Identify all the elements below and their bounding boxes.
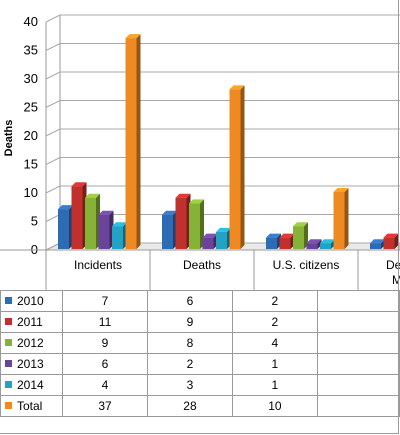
y-axis-ticks: 0510152025303540 [24,14,38,257]
bar [383,233,399,249]
table-row: 2013 6 2 1 [0,353,400,375]
table-cell: 2 [231,290,318,312]
bar [125,34,141,249]
table-cell: 1 [231,353,318,375]
bar [98,210,114,249]
grid-line [45,185,400,194]
legend-swatch [5,297,12,305]
y-tick-label: 30 [24,71,38,86]
series-name: Total [17,399,43,413]
category-label: De [386,258,400,272]
legend-swatch [5,360,12,368]
grid-line [45,43,400,51]
table-cell [316,332,400,354]
bar [266,233,281,249]
table-cell: 2 [231,311,318,333]
series-label: 2012 [0,332,64,354]
category-labels: Incidents Deaths U.S. citizens DeM [0,249,400,290]
bar [293,222,308,249]
bar-chart: 0510152025303540 Deaths IncidentsDeathsU… [0,14,400,290]
table-cell [316,374,400,396]
y-tick-label: 5 [31,214,38,229]
table-cell: 1 [231,374,318,396]
bar [112,222,127,249]
table-cell [316,395,400,417]
table-cell [316,353,400,375]
category-label: Deaths [183,258,221,272]
table-cell: 28 [146,395,233,417]
table-cell: 7 [62,290,148,312]
bar [229,85,245,250]
series-name: 2013 [17,357,44,371]
table-cell: 11 [62,311,148,333]
y-tick-label: 10 [24,185,38,200]
data-table: 2010 7 6 2 2011 11 9 2 2012 9 8 4 2013 6 2 1 2014 4 3 1 Tota… [0,290,400,417]
category-label: Incidents [74,258,122,272]
legend-swatch [5,339,12,347]
bar [306,239,322,249]
table-row: 2014 4 3 1 [0,374,400,396]
series-label: 2014 [0,374,64,396]
grid-line [45,71,400,80]
table-cell [316,290,400,312]
table-row: 2010 7 6 2 [0,290,400,312]
grid-line [45,100,400,108]
grid-line [45,128,400,137]
bar [58,205,73,249]
table-cell: 8 [146,332,233,354]
table-cell: 3 [146,374,233,396]
y-tick-label: 20 [24,128,38,143]
series-label: 2013 [0,353,64,375]
series-name: 2012 [17,336,44,350]
table-cell: 2 [146,353,233,375]
series-label: 2011 [0,311,64,333]
series-name: 2014 [17,378,44,392]
bar [85,193,100,249]
category-label: M [392,273,400,287]
table-cell: 9 [146,311,233,333]
bars [58,34,399,250]
legend-swatch [5,402,12,410]
bar [279,233,295,249]
bar [333,188,349,249]
table-cell [316,311,400,333]
y-tick-label: 40 [24,14,38,29]
table-cell: 6 [62,353,148,375]
bar [189,199,204,249]
table-cell: 4 [62,374,148,396]
table-cell: 4 [231,332,318,354]
y-tick-label: 15 [24,157,38,172]
legend-swatch [5,318,12,326]
y-tick-label: 35 [24,43,38,58]
bar [202,233,218,249]
grid-line [45,14,400,23]
table-row: 2011 11 9 2 [0,311,400,333]
series-name: 2010 [17,294,44,308]
series-name: 2011 [17,315,43,329]
bar [71,182,87,249]
table-row: 2012 9 8 4 [0,332,400,354]
y-axis-label: Deaths [3,120,15,157]
bar [175,193,191,249]
table-cell: 9 [62,332,148,354]
series-label: 2010 [0,290,64,312]
y-tick-label: 25 [24,100,38,115]
bar [162,210,177,249]
legend-swatch [5,381,12,389]
category-label: U.S. citizens [273,258,340,272]
table-cell: 37 [62,395,148,417]
table-row: Total 37 28 10 [0,395,400,417]
table-cell: 6 [146,290,233,312]
bar [216,227,231,249]
table-cell: 10 [231,395,318,417]
series-label: Total [0,395,64,417]
grid-line [45,157,400,165]
